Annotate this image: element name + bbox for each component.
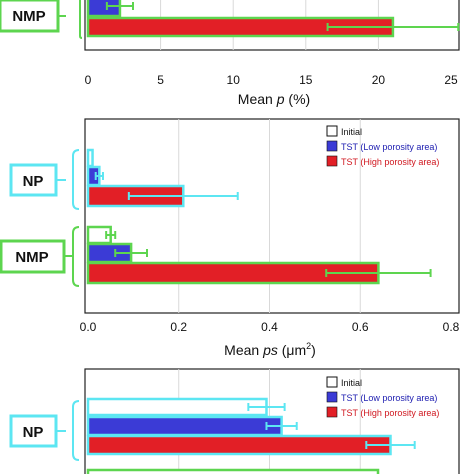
x-tick-label: 10 bbox=[227, 73, 241, 87]
panel-2-legend: Initial TST (Low porosity area) TST (Hig… bbox=[326, 125, 439, 167]
panel-2-np-bracket bbox=[72, 149, 80, 210]
bar-np-high bbox=[86, 434, 392, 456]
panel-3-group-box-np bbox=[9, 414, 58, 448]
x-tick-label: 0.4 bbox=[261, 320, 278, 334]
legend-swatch-initial bbox=[326, 125, 338, 137]
x-tick-label: 0.6 bbox=[352, 320, 369, 334]
panel-2-nmp-bracket bbox=[72, 226, 80, 287]
bar-np-low bbox=[86, 415, 283, 437]
legend-swatch-initial bbox=[326, 376, 338, 388]
x-tick-label: 0.2 bbox=[170, 320, 187, 334]
panel-1-x-ticks: 0 5 10 15 20 25 bbox=[85, 73, 458, 87]
panel-3-np-bracket bbox=[72, 400, 80, 461]
bar-np-initial bbox=[86, 397, 268, 417]
x-tick-label: 0.8 bbox=[443, 320, 460, 334]
panel-3-legend: Initial TST (Low porosity area) TST (Hig… bbox=[326, 376, 439, 418]
panel-3-group-label-np: NP bbox=[23, 424, 44, 441]
panel-3-bars bbox=[86, 397, 416, 474]
panel-2-x-axis-label: Mean ps (μm2) bbox=[224, 341, 316, 358]
x-tick-label: 5 bbox=[157, 73, 164, 87]
panel-3: Initial TST (Low porosity area) TST (Hig… bbox=[9, 368, 460, 474]
x-tick-label: 25 bbox=[444, 73, 458, 87]
x-tick-label: 15 bbox=[299, 73, 313, 87]
panel-1-group-bracket bbox=[79, 0, 83, 39]
legend-label-high: TST (High porosity area) bbox=[341, 157, 439, 167]
legend-swatch-high bbox=[326, 155, 338, 167]
x-tick-label: 20 bbox=[372, 73, 386, 87]
bar-np-initial bbox=[86, 148, 94, 168]
legend-label-low: TST (Low porosity area) bbox=[341, 142, 437, 152]
legend-label-high: TST (High porosity area) bbox=[341, 408, 439, 418]
panel-2-x-ticks: 0.0 0.2 0.4 0.6 0.8 bbox=[80, 320, 460, 334]
x-tick-label: 0 bbox=[85, 73, 92, 87]
panel-1-x-axis-label: Mean p (%) bbox=[238, 91, 310, 107]
panel-1-group-label-nmp: NMP bbox=[12, 8, 45, 25]
bar-next-group bbox=[86, 468, 380, 474]
panel-2-group-label-nmp: NMP bbox=[15, 249, 48, 266]
legend-label-initial: Initial bbox=[341, 127, 362, 137]
panel-1-bars bbox=[86, 0, 460, 38]
legend-label-initial: Initial bbox=[341, 378, 362, 388]
bar-nmp-low bbox=[86, 0, 122, 18]
panel-2-group-label-np: NP bbox=[23, 173, 44, 190]
legend-label-low: TST (Low porosity area) bbox=[341, 393, 437, 403]
x-tick-label: 0.0 bbox=[80, 320, 97, 334]
panel-2-group-box-np bbox=[9, 163, 58, 197]
panel-2-bars bbox=[86, 148, 432, 285]
legend-swatch-high bbox=[326, 406, 338, 418]
panel-1: 0 5 10 15 20 25 NMP Mean p (%) bbox=[0, 0, 460, 107]
legend-swatch-low bbox=[326, 140, 338, 152]
legend-swatch-low bbox=[326, 391, 338, 403]
panel-2: 0.0 0.2 0.4 0.6 0.8 Initial TST (Low porosit… bbox=[0, 118, 460, 358]
